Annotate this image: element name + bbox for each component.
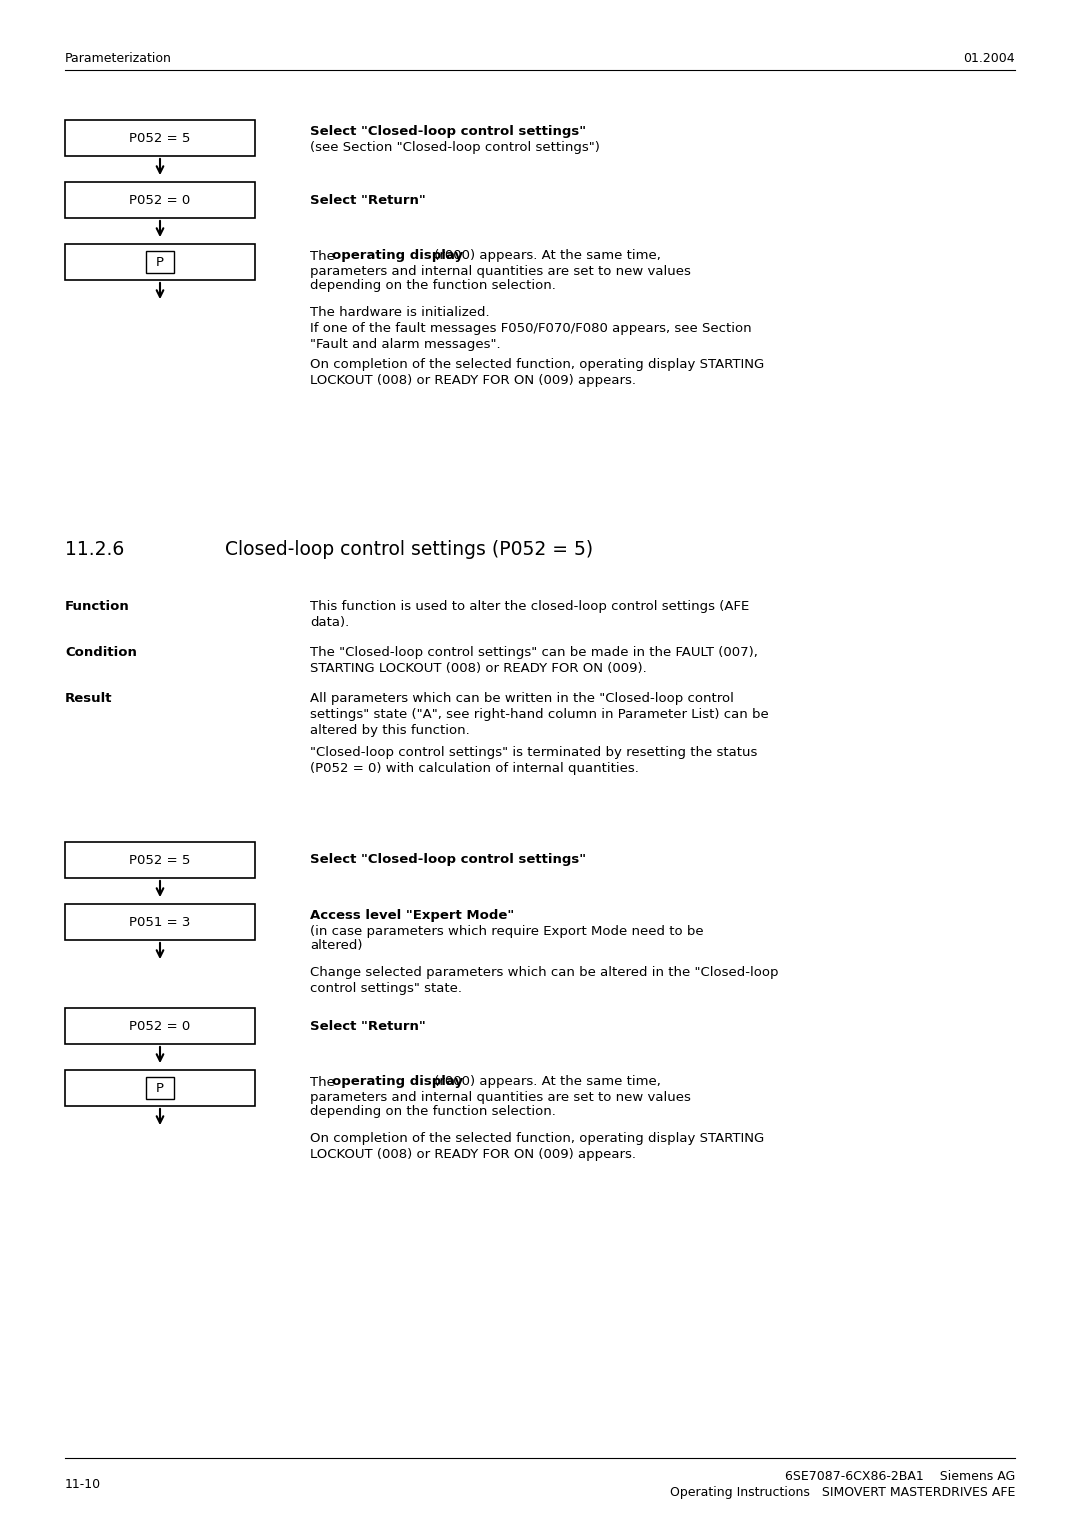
Text: The "Closed-loop control settings" can be made in the FAULT (007),: The "Closed-loop control settings" can b… [310, 646, 758, 659]
Text: LOCKOUT (008) or READY FOR ON (009) appears.: LOCKOUT (008) or READY FOR ON (009) appe… [310, 1148, 636, 1161]
Text: (P052 = 0) with calculation of internal quantities.: (P052 = 0) with calculation of internal … [310, 762, 639, 775]
Text: Operating Instructions   SIMOVERT MASTERDRIVES AFE: Operating Instructions SIMOVERT MASTERDR… [670, 1487, 1015, 1499]
Text: (r000) appears. At the same time,: (r000) appears. At the same time, [431, 1076, 661, 1088]
Text: Change selected parameters which can be altered in the "Closed-loop: Change selected parameters which can be … [310, 966, 779, 979]
Text: On completion of the selected function, operating display STARTING: On completion of the selected function, … [310, 1132, 765, 1144]
Text: Function: Function [65, 601, 130, 613]
Text: operating display: operating display [332, 249, 463, 263]
Text: 6SE7087-6CX86-2BA1    Siemens AG: 6SE7087-6CX86-2BA1 Siemens AG [785, 1470, 1015, 1484]
Text: Parameterization: Parameterization [65, 52, 172, 66]
Text: LOCKOUT (008) or READY FOR ON (009) appears.: LOCKOUT (008) or READY FOR ON (009) appe… [310, 374, 636, 387]
Text: P051 = 3: P051 = 3 [130, 915, 191, 929]
Text: data).: data). [310, 616, 349, 630]
Text: Result: Result [65, 692, 112, 704]
Text: (r000) appears. At the same time,: (r000) appears. At the same time, [431, 249, 661, 263]
Text: "Closed-loop control settings" is terminated by resetting the status: "Closed-loop control settings" is termin… [310, 746, 757, 759]
Text: This function is used to alter the closed-loop control settings (AFE: This function is used to alter the close… [310, 601, 750, 613]
Text: STARTING LOCKOUT (008) or READY FOR ON (009).: STARTING LOCKOUT (008) or READY FOR ON (… [310, 662, 647, 675]
Text: Condition: Condition [65, 646, 137, 659]
Bar [65, 182, 255, 219]
Text: altered by this function.: altered by this function. [310, 724, 470, 736]
Text: Select "Return": Select "Return" [310, 1019, 426, 1033]
Text: Select "Closed-loop control settings": Select "Closed-loop control settings" [310, 125, 586, 139]
Text: P052 = 0: P052 = 0 [130, 1019, 191, 1033]
Text: If one of the fault messages F050/F070/F080 appears, see Section: If one of the fault messages F050/F070/F… [310, 322, 752, 335]
Bar [65, 1070, 255, 1106]
Text: P: P [156, 1082, 164, 1094]
Text: The hardware is initialized.: The hardware is initialized. [310, 306, 489, 319]
Text: The: The [310, 1076, 339, 1088]
Bar [146, 1077, 174, 1099]
Text: Access level "Expert Mode": Access level "Expert Mode" [310, 909, 514, 923]
Text: depending on the function selection.: depending on the function selection. [310, 280, 556, 292]
Text: P052 = 0: P052 = 0 [130, 194, 191, 206]
Bar [65, 842, 255, 879]
Text: Closed-loop control settings (P052 = 5): Closed-loop control settings (P052 = 5) [225, 539, 593, 559]
Text: P: P [156, 255, 164, 269]
Text: P052 = 5: P052 = 5 [130, 854, 191, 866]
Text: 11.2.6: 11.2.6 [65, 539, 124, 559]
Text: 01.2004: 01.2004 [963, 52, 1015, 66]
Text: "Fault and alarm messages".: "Fault and alarm messages". [310, 338, 501, 351]
Text: P052 = 5: P052 = 5 [130, 131, 191, 145]
Text: (see Section "Closed-loop control settings"): (see Section "Closed-loop control settin… [310, 142, 599, 154]
Text: operating display: operating display [332, 1076, 463, 1088]
Text: (in case parameters which require Export Mode need to be: (in case parameters which require Export… [310, 924, 704, 938]
Text: depending on the function selection.: depending on the function selection. [310, 1105, 556, 1118]
Text: settings" state ("A", see right-hand column in Parameter List) can be: settings" state ("A", see right-hand col… [310, 707, 769, 721]
Bar [65, 1008, 255, 1044]
Bar [146, 251, 174, 274]
Text: 11-10: 11-10 [65, 1478, 102, 1491]
Text: control settings" state.: control settings" state. [310, 983, 462, 995]
Text: On completion of the selected function, operating display STARTING: On completion of the selected function, … [310, 358, 765, 371]
Text: The: The [310, 249, 339, 263]
Text: Select "Return": Select "Return" [310, 194, 426, 206]
Text: All parameters which can be written in the "Closed-loop control: All parameters which can be written in t… [310, 692, 734, 704]
Text: altered): altered) [310, 940, 363, 952]
Bar [65, 121, 255, 156]
Text: parameters and internal quantities are set to new values: parameters and internal quantities are s… [310, 264, 691, 278]
Bar [65, 244, 255, 280]
Text: parameters and internal quantities are set to new values: parameters and internal quantities are s… [310, 1091, 691, 1103]
Text: Select "Closed-loop control settings": Select "Closed-loop control settings" [310, 854, 586, 866]
Bar [65, 905, 255, 940]
